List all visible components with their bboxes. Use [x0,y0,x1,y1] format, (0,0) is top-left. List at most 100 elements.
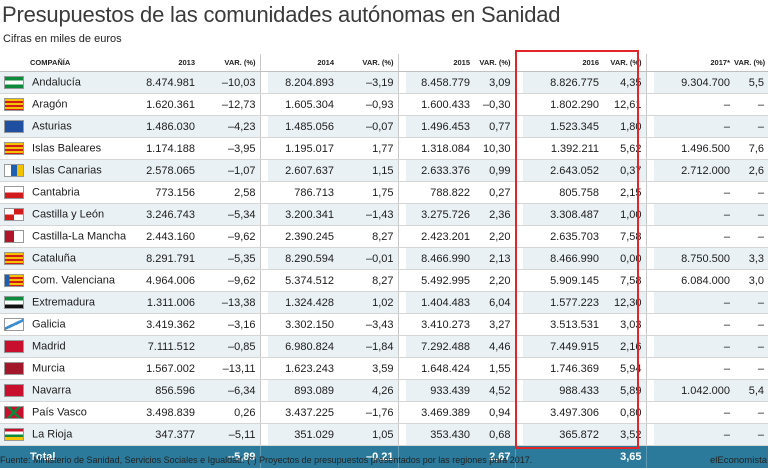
table-cell: 1.577.223 [523,291,603,314]
table-row: Asturias 1.486.030 –4,23 1.485.056 –0,07 1.49… [0,115,768,138]
table-cell: –9,62 [199,269,260,292]
column-gap [259,313,268,336]
table-cell: 1.311.006 [126,291,199,314]
table-cell: 3,3 [734,247,768,270]
column-gap [645,379,654,402]
table-cell: 12,30 [603,291,646,314]
table-cell: 2.633.376 [406,159,474,182]
table-cell: –0,93 [338,93,398,116]
table-cell: 4,26 [338,379,398,402]
column-gap [259,137,268,160]
table-cell: – [654,115,734,138]
table-cell: 933.439 [406,379,474,402]
column-gap [645,291,654,314]
table-cell: 7.111.512 [126,335,199,358]
table-cell: 2.635.703 [523,225,603,248]
region-label: País Vasco [32,406,87,419]
region-name: Islas Baleares [0,137,126,160]
table-cell: 1.485.056 [268,115,338,138]
brand-logo: elEconomista [709,455,767,466]
column-gap [514,54,523,72]
column-gap [514,291,523,314]
column-gap [259,401,268,424]
table-cell: – [654,357,734,380]
table-cell: – [734,357,768,380]
table-row: País Vasco 3.498.839 0,26 3.437.225 –1,76 3.4… [0,401,768,424]
column-gap [645,445,654,468]
table-row: La Rioja 347.377 –5,11 351.029 1,05 353.430 0,… [0,423,768,446]
table-cell: – [734,335,768,358]
table-row: Cantabria 773.156 2,58 786.713 1,75 788.822 0,… [0,181,768,204]
table-cell: – [654,181,734,204]
region-flag-icon [4,120,24,133]
column-gap [259,181,268,204]
table-cell: 3.419.362 [126,313,199,336]
column-header-1: 2013 [126,54,199,72]
table-cell: – [654,93,734,116]
table-cell: 0,99 [474,159,515,182]
column-gap [645,225,654,248]
table-cell: 1.623.243 [268,357,338,380]
table-cell: 1.042.000 [654,379,734,402]
table-cell: 351.029 [268,423,338,446]
table-row: Navarra 856.596 –6,34 893.089 4,26 933.439 4,5… [0,379,768,402]
region-label: Galicia [32,318,66,331]
table-cell: 988.433 [523,379,603,402]
table-cell: 3.308.487 [523,203,603,226]
region-flag-icon [4,142,24,155]
table-cell: – [654,423,734,446]
table-cell: 773.156 [126,181,199,204]
column-gap [259,291,268,314]
table-cell: –3,16 [199,313,260,336]
table-cell: 805.758 [523,181,603,204]
table-cell: 365.872 [523,423,603,446]
region-label: Navarra [32,384,72,397]
table-total: Total –5,89 –0,21 2,67 3,65 [0,445,768,468]
table-cell: 0,94 [474,401,515,424]
table-row: Castilla y León 3.246.743 –5,34 3.200.341 –1… [0,203,768,226]
table-cell: – [734,203,768,226]
column-gap [514,401,523,424]
column-gap [514,313,523,336]
table-cell: 1,05 [338,423,398,446]
table-cell: 7.449.915 [523,335,603,358]
column-gap [259,335,268,358]
chart-subtitle: Cifras en miles de euros [3,33,122,45]
table-cell: 1,00 [603,203,646,226]
table-cell: 2,15 [603,181,646,204]
table-cell: 5,94 [603,357,646,380]
table-cell: 2.607.637 [268,159,338,182]
column-gap [259,269,268,292]
table-cell: 7,58 [603,269,646,292]
table-cell: 353.430 [406,423,474,446]
table-cell: 3.410.273 [406,313,474,336]
table-cell: –3,43 [338,313,398,336]
column-gap [397,93,406,116]
region-name: Castilla y León [0,203,126,226]
table-cell: 3,52 [603,423,646,446]
table-cell: –5,89 [199,445,260,468]
table-cell: 1.496.500 [654,137,734,160]
table-cell: 3.302.150 [268,313,338,336]
column-gap [397,54,406,72]
column-header-2: VAR. (%) [199,54,260,72]
table-cell: –0,85 [199,335,260,358]
table-cell: 4,52 [474,379,515,402]
table-cell: 0,68 [474,423,515,446]
column-gap [645,203,654,226]
table-cell: 1,15 [338,159,398,182]
table-cell: 0,00 [603,247,646,270]
table-cell: –0,07 [338,115,398,138]
table-cell: –3,19 [338,71,398,94]
table-cell: – [734,313,768,336]
column-gap [514,71,523,94]
table-cell: 8.466.990 [406,247,474,270]
table-cell: 2.578.065 [126,159,199,182]
table-cell: 1.523.345 [523,115,603,138]
column-gap [514,93,523,116]
table-cell: 2.643.052 [523,159,603,182]
column-gap [645,401,654,424]
table-cell: 4,46 [474,335,515,358]
table-cell: 8.466.990 [523,247,603,270]
region-flag-icon [4,318,24,331]
